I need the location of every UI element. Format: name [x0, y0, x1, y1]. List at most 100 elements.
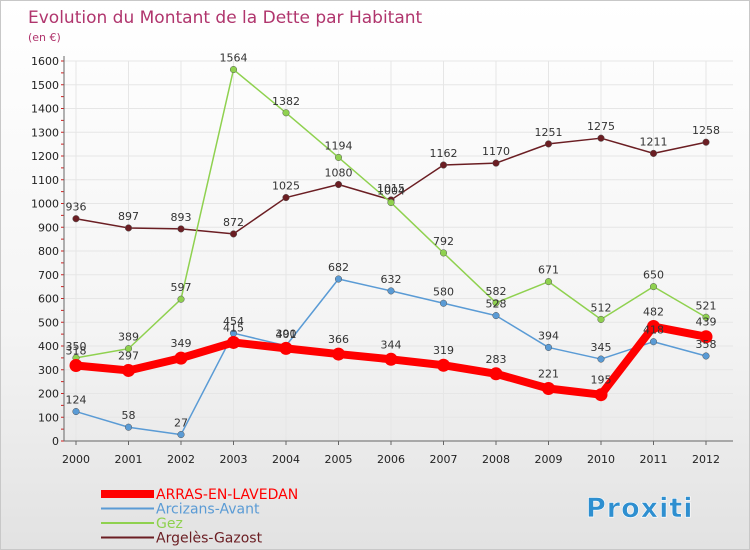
data-point [334, 180, 343, 189]
data-point [282, 109, 290, 117]
data-label: 344 [381, 338, 402, 351]
data-point [227, 335, 240, 349]
x-tick-label: 2006 [377, 453, 405, 466]
x-tick-label: 2003 [220, 453, 248, 466]
y-tick-label: 0 [52, 435, 59, 448]
data-label: 893 [171, 211, 192, 224]
data-point [174, 351, 188, 365]
data-point [489, 367, 503, 381]
y-tick-label: 1300 [31, 126, 59, 139]
data-label: 1080 [325, 167, 353, 180]
x-tick-label: 2010 [587, 453, 615, 466]
x-tick-label: 2005 [325, 453, 353, 466]
data-point [544, 343, 553, 351]
data-label: 1004 [377, 185, 405, 198]
data-label: 482 [643, 306, 664, 319]
data-point [124, 345, 133, 353]
data-label: 528 [486, 298, 507, 311]
data-point [122, 363, 135, 377]
data-label: 1275 [587, 120, 615, 133]
data-label: 418 [643, 324, 664, 337]
data-point [702, 138, 710, 146]
x-tick-label: 2011 [640, 453, 668, 466]
data-point [279, 341, 293, 355]
y-tick-labels: 0 100 200 300 400 500 600 700 800 900 1000 1100 1200… [31, 55, 59, 448]
x-tick-label: 2002 [167, 453, 195, 466]
y-tick-label: 700 [38, 269, 59, 282]
y-tick-label: 1100 [31, 174, 59, 187]
legend-item-3: Argelès-Gazost [101, 531, 263, 547]
data-point [332, 347, 345, 361]
y-tick-label: 900 [38, 221, 59, 234]
data-point [702, 352, 710, 360]
data-point [597, 355, 605, 363]
data-label: 682 [328, 261, 349, 274]
data-point [544, 278, 553, 286]
data-point [439, 249, 448, 257]
data-point [437, 358, 450, 372]
x-tick-label: 2004 [272, 453, 300, 466]
data-point [387, 199, 395, 207]
data-label: 58 [122, 409, 136, 422]
data-point [124, 423, 133, 431]
data-label: 390 [276, 327, 297, 340]
legend-item-1: Arcizans-Avant [101, 502, 260, 518]
data-label: 221 [538, 368, 559, 381]
data-label: 1015 [377, 182, 405, 195]
logo-text: Proxiti [586, 493, 694, 524]
y-tick-label: 400 [38, 340, 59, 353]
x-tick-labels: 2000 2001 2002 2003 2004 2005 2006 2007 2008 2009… [62, 453, 720, 466]
x-tick-label: 2008 [482, 453, 510, 466]
data-label: 358 [696, 338, 717, 351]
data-point [649, 283, 658, 291]
data-label: 195 [591, 374, 612, 387]
data-label: 1162 [430, 147, 458, 160]
data-point [177, 431, 185, 439]
data-label: 650 [643, 269, 664, 282]
data-label: 124 [66, 394, 87, 407]
data-label: 366 [328, 333, 349, 346]
data-label: 350 [66, 340, 87, 353]
axes [61, 56, 733, 445]
data-point [177, 225, 185, 233]
y-tick-label: 1000 [31, 198, 59, 211]
data-point [492, 312, 500, 320]
data-label: 319 [433, 344, 454, 357]
data-point [124, 224, 133, 232]
data-point [544, 140, 553, 148]
y-tick-label: 200 [38, 388, 59, 401]
data-labels: 936 897 893 872 1025 1080 1015 1162 1170 1251 1275… [66, 52, 721, 430]
y-tick-label: 1600 [31, 55, 59, 68]
data-label: 1170 [482, 145, 510, 158]
legend-label: ARRAS-EN-LAVEDAN [156, 487, 298, 503]
data-label: 1382 [272, 95, 300, 108]
data-label: 897 [118, 210, 139, 223]
x-tick-label: 2000 [62, 453, 90, 466]
data-label: 872 [223, 216, 244, 229]
data-label: 936 [66, 201, 87, 214]
data-label: 454 [223, 315, 244, 328]
data-point [439, 299, 448, 307]
data-point [69, 358, 83, 372]
data-point [492, 159, 500, 167]
data-point [542, 382, 555, 396]
data-label: 415 [223, 321, 244, 334]
data-label: 521 [696, 299, 717, 312]
x-tick-label: 2007 [430, 453, 458, 466]
y-tick-label: 100 [38, 411, 59, 424]
gridlines [64, 60, 733, 442]
data-label: 439 [696, 316, 717, 329]
data-label: 1564 [220, 52, 248, 65]
data-label: 512 [591, 301, 612, 314]
proxiti-logo: Proxiti [586, 493, 694, 525]
data-point [649, 338, 658, 346]
data-label: 1211 [640, 135, 668, 148]
x-tick-label: 2009 [535, 453, 563, 466]
data-label: 345 [591, 341, 612, 354]
data-point [699, 330, 713, 344]
data-label: 394 [538, 329, 559, 342]
legend: ARRAS-EN-LAVEDANArcizans-AvantGezArgelès… [101, 487, 298, 547]
data-point [647, 320, 660, 334]
